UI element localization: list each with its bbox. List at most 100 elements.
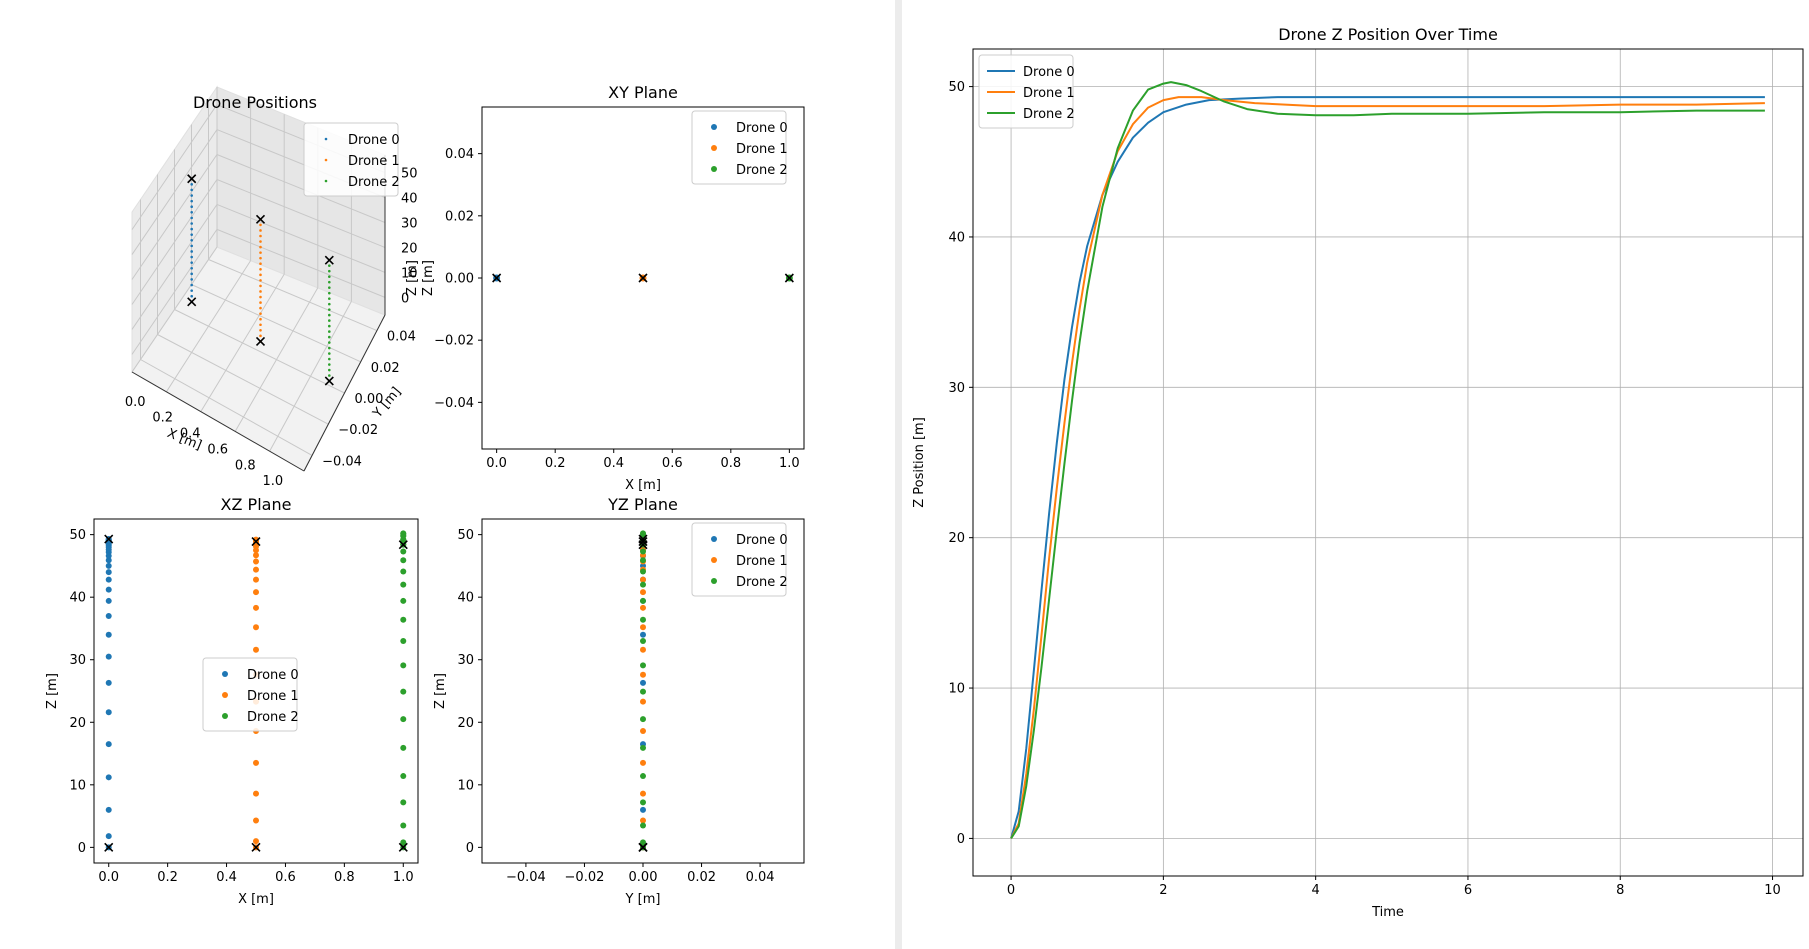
- xz-point-drone-2: [400, 799, 407, 806]
- z-tick-label: 40: [401, 192, 418, 207]
- legend-label-drone-1: Drone 1: [348, 154, 400, 169]
- legend-marker-drone-0: [222, 671, 228, 677]
- positions3d-point-drone-0: [190, 194, 193, 197]
- yz-x-marker: [638, 842, 648, 852]
- legend-box: [978, 54, 1074, 129]
- y-tick-label: 50: [948, 80, 965, 95]
- z-tick-label: 30: [401, 217, 418, 232]
- y-tick-label: 20: [69, 716, 86, 731]
- yz-x-marker: [638, 540, 648, 550]
- positions3d-point-drone-0: [190, 266, 193, 270]
- yz-point-drone-2: [640, 548, 646, 555]
- xz-point-drone-2: [400, 822, 407, 829]
- positions3d-point-drone-1: [259, 251, 262, 254]
- yz-point-drone-2: [640, 773, 646, 780]
- positions3d-point-drone-0: [190, 211, 193, 214]
- y-tick-label: 10: [69, 778, 86, 793]
- positions3d-point-drone-1: [259, 229, 262, 232]
- xz-point-drone-1: [253, 566, 259, 573]
- xz-point-drone-1: [253, 624, 259, 631]
- yz-point-drone-1: [640, 698, 646, 705]
- yz-title: YZ Plane: [607, 495, 678, 514]
- y-tick-label: 0.04: [387, 330, 416, 345]
- y-tick-label: −0.02: [434, 334, 474, 349]
- floor-grid-y: [140, 359, 313, 456]
- xz-ylabel: Z [m]: [45, 673, 60, 709]
- positions3d-point-drone-0: [190, 216, 193, 220]
- positions3d-point-drone-1: [259, 306, 262, 310]
- xz-point-drone-2: [400, 744, 407, 751]
- x-tick-label: 8: [1616, 883, 1624, 898]
- positions3d-point-drone-2: [328, 335, 331, 339]
- positions3d-point-drone-1: [259, 245, 262, 249]
- positions3d-point-drone-0: [190, 188, 193, 192]
- legend-marker-drone-1: [222, 692, 228, 698]
- x-tick-label: 1.0: [779, 456, 800, 471]
- legend-label-drone-0: Drone 0: [736, 533, 788, 548]
- positions3d-point-drone-2: [328, 269, 331, 273]
- yz-point-drone-2: [640, 581, 646, 588]
- yz-point-drone-1: [640, 589, 646, 596]
- x-tick-label: 0.0: [98, 870, 119, 885]
- floor-grid-y: [174, 309, 345, 394]
- positions3d-point-drone-1: [259, 295, 262, 299]
- legend-label-drone-1: Drone 1: [736, 554, 788, 569]
- xz-point-drone-1: [253, 576, 259, 583]
- positions3d-point-drone-1: [259, 301, 262, 304]
- positions3d-point-drone-2: [328, 330, 331, 333]
- xz-point-drone-0: [105, 741, 112, 748]
- x-tick-label: 0.4: [216, 870, 237, 885]
- xz-point-drone-0: [105, 569, 112, 576]
- positions3d-point-drone-1: [259, 290, 262, 293]
- positions3d-start-marker: [187, 297, 197, 307]
- positions3d-zlabel: Z [m]: [405, 260, 420, 296]
- xz-point-drone-0: [105, 679, 112, 686]
- positions3d-point-drone-2: [328, 280, 331, 284]
- xy-x-marker: [492, 273, 502, 283]
- positions3d-start-marker: [324, 376, 334, 386]
- xz-point-drone-0: [105, 653, 112, 660]
- positions3d-point-drone-0: [190, 294, 193, 298]
- x-tick-label: −0.04: [506, 870, 546, 885]
- xz-point-drone-0: [105, 586, 112, 593]
- yz-point-drone-0: [640, 806, 646, 813]
- positions3d-point-drone-1: [259, 284, 262, 288]
- positions3d-point-drone-2: [328, 308, 331, 311]
- xz-point-drone-2: [400, 581, 407, 588]
- x-tick-label: 0.6: [662, 456, 683, 471]
- legend-box: [303, 122, 399, 197]
- legend-marker-drone-2: [711, 578, 717, 584]
- xz-point-drone-2: [400, 662, 407, 669]
- xz-point-drone-1: [253, 817, 259, 824]
- x-tick-label: 0.0: [125, 395, 146, 410]
- yz-point-drone-2: [640, 597, 646, 604]
- y-tick-label: 0.02: [371, 361, 400, 376]
- ztime-title: Drone Z Position Over Time: [1278, 25, 1498, 44]
- y-tick-label: 30: [457, 653, 474, 668]
- positions3d-point-drone-0: [190, 205, 193, 209]
- yz-point-drone-0: [640, 631, 646, 638]
- positions3d-point-drone-0: [190, 250, 193, 253]
- xz-x-marker: [251, 536, 261, 547]
- y-axis-line: [303, 314, 386, 472]
- z-tick-label: 50: [401, 167, 418, 182]
- positions3d-end-marker: [255, 214, 266, 224]
- positions3d-point-drone-1: [259, 240, 262, 243]
- ztime-line-drone-2: [1010, 81, 1765, 839]
- positions3d-point-drone-2: [328, 357, 331, 361]
- legend-marker-drone-2: [222, 713, 228, 719]
- positions3d-point-drone-1: [259, 312, 262, 315]
- yz-point-drone-2: [640, 557, 646, 564]
- x-tick-label: 2: [1159, 883, 1167, 898]
- y-tick-label: −0.04: [434, 396, 474, 411]
- xz-point-drone-2: [400, 637, 407, 644]
- legend-label-drone-1: Drone 1: [736, 142, 788, 157]
- xz-chart: 0.0 0.2 0.4 0.6 0.8 1.0 0 10 20 30 40 50 XZ Plane X […: [45, 495, 419, 907]
- positions3d-point-drone-0: [190, 244, 193, 248]
- z-grid-line: [131, 178, 386, 305]
- yz-point-drone-1: [640, 790, 646, 797]
- xz-x-marker: [104, 534, 114, 544]
- yz-xlabel: Y [m]: [625, 892, 661, 907]
- yz-point-drone-2: [640, 799, 646, 806]
- xy-ylabel: Z [m]: [421, 260, 436, 296]
